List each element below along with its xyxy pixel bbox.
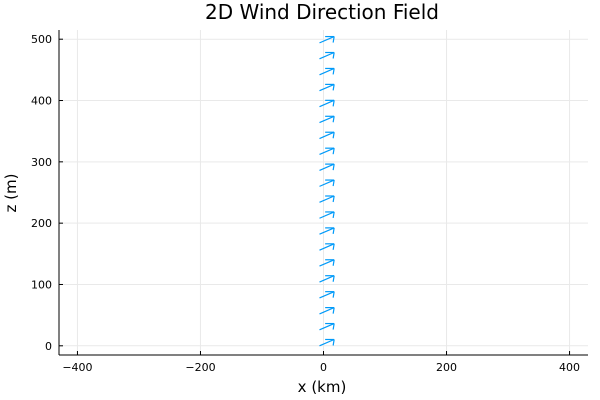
y-tick-label: 0	[45, 340, 52, 353]
wind-arrow	[319, 227, 335, 235]
arrow-head	[332, 116, 335, 123]
y-tick-label: 400	[31, 95, 52, 108]
wind-arrow	[319, 99, 335, 108]
arrow-shaft	[319, 243, 335, 251]
arrow-head	[332, 132, 335, 139]
arrow-head	[332, 243, 335, 250]
arrow-head	[332, 227, 335, 234]
wind-arrow	[319, 131, 335, 140]
y-tick-label: 100	[31, 278, 52, 291]
x-tick-label: −200	[185, 361, 215, 374]
wind-arrow	[319, 275, 335, 283]
x-axis-label: x (km)	[298, 378, 347, 396]
arrow-head	[332, 68, 335, 75]
arrow-head	[332, 179, 335, 187]
arrow-shaft	[319, 147, 335, 156]
arrow-shaft	[319, 67, 335, 76]
arrow-shaft	[319, 115, 335, 124]
arrow-head	[332, 52, 335, 59]
wind-arrow	[319, 338, 335, 347]
y-axis-label: z (m)	[2, 174, 20, 213]
x-tick-label: 0	[320, 361, 327, 374]
arrow-shaft	[319, 227, 335, 235]
arrow-head	[332, 339, 335, 346]
arrow-head	[332, 275, 335, 282]
wind-arrow	[319, 51, 335, 60]
wind-arrow	[319, 259, 335, 267]
arrow-head	[332, 164, 335, 171]
arrow-shaft	[319, 322, 335, 331]
arrow-head	[332, 307, 335, 314]
arrow-shaft	[319, 51, 335, 60]
wind-arrow	[319, 322, 335, 331]
chart-title: 2D Wind Direction Field	[205, 0, 439, 24]
arrow-shaft	[319, 83, 335, 92]
y-tick-label: 200	[31, 217, 52, 230]
wind-arrow	[319, 35, 335, 44]
arrow-shaft	[319, 259, 335, 267]
x-tick-label: 200	[436, 361, 457, 374]
wind-arrow	[319, 211, 335, 219]
arrow-head	[332, 211, 335, 219]
arrow-head	[332, 291, 335, 298]
arrow-shaft	[319, 179, 335, 187]
arrow-shaft	[319, 163, 335, 171]
arrow-head	[332, 195, 335, 203]
wind-arrow	[319, 83, 335, 92]
x-tick-label: −400	[62, 361, 92, 374]
arrow-head	[332, 84, 335, 91]
arrow-head	[332, 100, 335, 107]
y-ticks: 0 100 200 300 400 500	[31, 33, 63, 353]
arrow-head	[332, 323, 335, 330]
x-ticks: −400 −200 0 200 400	[62, 351, 580, 374]
wind-arrow	[319, 67, 335, 76]
wind-arrow	[319, 147, 335, 156]
wind-arrow	[319, 307, 335, 315]
wind-arrow	[319, 179, 335, 187]
arrow-shaft	[319, 211, 335, 219]
arrow-shaft	[319, 338, 335, 347]
arrow-shaft	[319, 99, 335, 108]
arrow-head	[332, 148, 335, 155]
arrow-shaft	[319, 307, 335, 315]
wind-arrow	[319, 115, 335, 124]
y-tick-label: 300	[31, 156, 52, 169]
wind-arrow	[319, 195, 335, 203]
x-tick-label: 400	[559, 361, 580, 374]
wind-arrow	[319, 243, 335, 251]
arrow-shaft	[319, 275, 335, 283]
y-tick-label: 500	[31, 33, 52, 46]
arrow-series	[319, 35, 335, 347]
arrow-shaft	[319, 131, 335, 140]
arrow-head	[332, 259, 335, 266]
wind-arrow	[319, 291, 335, 299]
arrow-shaft	[319, 195, 335, 203]
grid	[59, 30, 588, 355]
arrow-shaft	[319, 36, 335, 44]
arrow-shaft	[319, 291, 335, 299]
arrow-head	[332, 36, 335, 43]
wind-arrow	[319, 163, 335, 171]
